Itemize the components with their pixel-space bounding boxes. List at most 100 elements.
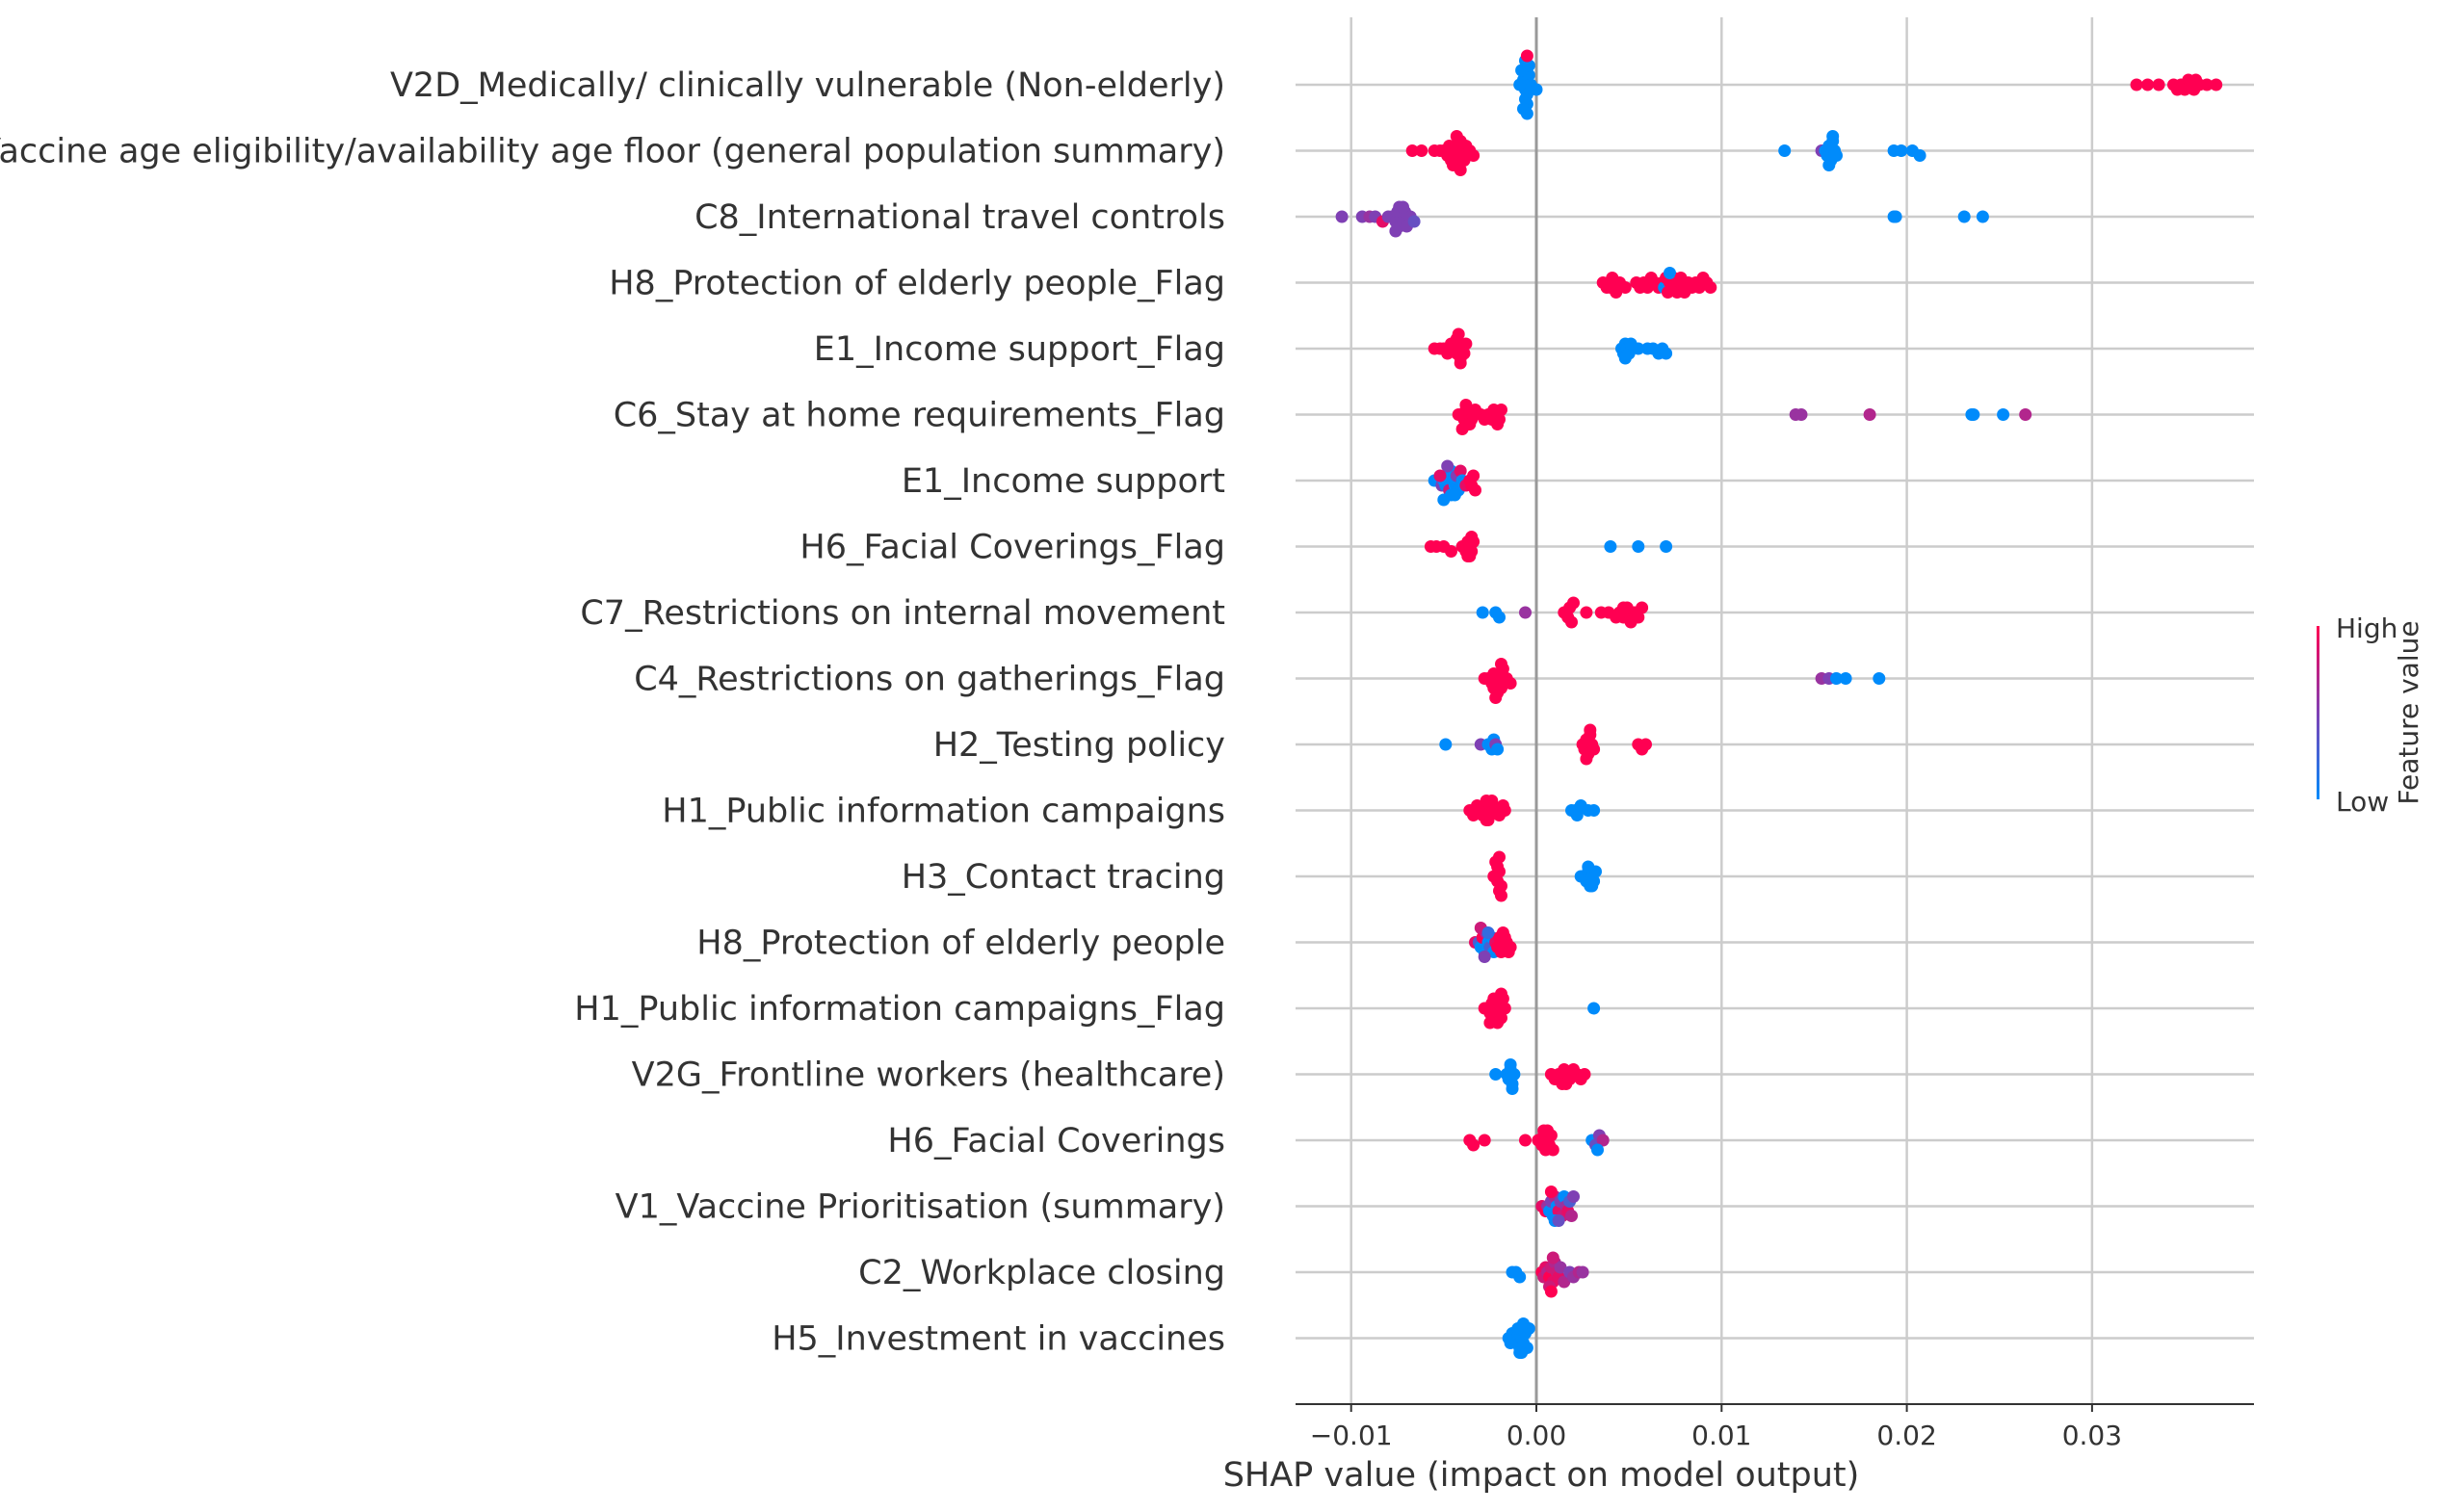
shap-point <box>1476 606 1489 619</box>
shap-point <box>1469 483 1481 497</box>
shap-point <box>1504 677 1517 690</box>
shap-point <box>1587 804 1601 817</box>
shap-point <box>1604 540 1617 553</box>
shap-point <box>1457 347 1471 360</box>
shap-point <box>1576 1265 1589 1279</box>
shap-point <box>1489 1068 1503 1081</box>
shap-point <box>2200 78 2214 91</box>
shap-point <box>1415 144 1428 157</box>
shap-point <box>1495 658 1507 670</box>
shap-point <box>1517 1317 1530 1330</box>
shap-point <box>1778 144 1792 157</box>
shap-point <box>1895 144 1908 157</box>
feature-label: E1_Income support_Flag <box>814 330 1225 369</box>
shap-point <box>1454 356 1467 370</box>
shap-point <box>1513 1270 1527 1284</box>
x-tick-label: 0.02 <box>1876 1420 1936 1451</box>
feature-label: E1_Income support <box>902 462 1225 501</box>
shap-point <box>1554 1261 1567 1274</box>
shap-point <box>1976 210 1989 223</box>
shap-point <box>1483 1016 1497 1030</box>
feature-label: V2G_Frontline workers (healthcare) <box>632 1056 1225 1095</box>
shap-point <box>1587 1002 1601 1015</box>
shap-point <box>1461 550 1475 562</box>
shap-point <box>1478 951 1491 963</box>
feature-label: H1_Public information campaigns_Flag <box>574 990 1225 1029</box>
points <box>1335 49 2223 1359</box>
shap-point <box>1558 1275 1571 1289</box>
shap-point <box>1487 404 1501 416</box>
shap-point <box>1407 215 1421 228</box>
feature-label: H3_Contact tracing <box>902 858 1225 897</box>
feature-label: H6_Facial Coverings <box>887 1122 1225 1160</box>
shap-point <box>1567 596 1580 610</box>
shap-point <box>1660 347 1673 360</box>
shap-point <box>1624 615 1638 629</box>
feature-label: C7_Restrictions on internal movement <box>580 594 1225 633</box>
shap-point <box>2152 78 2165 91</box>
shap-point <box>2130 78 2143 91</box>
shap-point <box>1459 337 1473 351</box>
x-tick-label: −0.01 <box>1310 1420 1393 1451</box>
shap-point <box>1530 83 1543 96</box>
shap-point <box>1822 159 1836 171</box>
shap-point <box>1565 1210 1578 1222</box>
shap-point <box>1481 926 1495 939</box>
shap-point <box>1957 210 1971 223</box>
feature-label: C8_International travel controls <box>694 198 1225 237</box>
shap-point <box>1541 1124 1554 1137</box>
shap-point <box>1441 459 1454 473</box>
shap-point <box>1567 1190 1580 1203</box>
shap-point <box>1580 752 1593 766</box>
shap-point <box>1830 149 1843 162</box>
shap-point <box>1452 327 1465 341</box>
shap-point <box>1552 1214 1565 1227</box>
shap-point <box>1493 850 1506 864</box>
shap-point <box>1704 281 1717 294</box>
shap-point <box>1913 149 1926 162</box>
shap-point <box>1587 743 1601 756</box>
shap-point <box>1591 1143 1604 1157</box>
shap-point <box>1660 540 1673 553</box>
shap-point <box>1335 210 1349 223</box>
feature-label: H1_Public information campaigns <box>662 793 1225 831</box>
shap-point <box>2019 408 2032 421</box>
shap-point <box>1504 1058 1517 1071</box>
shap-point <box>1546 1251 1559 1264</box>
shap-point <box>1493 611 1506 624</box>
shap-point <box>1618 281 1632 294</box>
shap-point <box>1546 1143 1559 1157</box>
shap-point <box>1873 672 1886 685</box>
shap-point <box>1498 1002 1511 1015</box>
feature-label: V1_Vaccine Prioritisation (summary) <box>616 1188 1225 1227</box>
feature-label: C2_Workplace closing <box>858 1254 1225 1292</box>
shap-point <box>1513 78 1527 91</box>
colorbar-bar <box>2317 626 2319 799</box>
shap-point <box>1498 804 1511 817</box>
shap-point <box>1570 809 1584 821</box>
x-axis-title: SHAP value (impact on model output) <box>1223 1456 1860 1495</box>
shap-point <box>1439 738 1453 751</box>
shap-point <box>1495 987 1507 1001</box>
shap-point <box>1519 1134 1532 1147</box>
shap-point <box>1664 267 1676 279</box>
shap-point <box>1616 601 1630 614</box>
shap-point <box>1826 130 1840 143</box>
shap-point <box>1636 601 1649 614</box>
x-tick-label: 0.03 <box>2062 1420 2122 1451</box>
shap-point <box>1495 889 1507 902</box>
shap-point <box>1520 49 1533 63</box>
colorbar-high-label: High <box>2336 613 2398 644</box>
shap-point <box>1457 154 1471 167</box>
shap-point <box>1491 743 1505 756</box>
shap-point <box>1478 1134 1491 1147</box>
colorbar-low-label: Low <box>2336 786 2389 818</box>
grid <box>1296 17 2254 1404</box>
shap-point <box>1596 1134 1610 1147</box>
shap-point <box>1513 1346 1527 1359</box>
shap-point <box>1632 342 1645 355</box>
shap-point <box>1520 107 1533 120</box>
shap-point <box>1967 408 1980 421</box>
feature-label: H5_Investment in vaccines <box>772 1320 1225 1359</box>
